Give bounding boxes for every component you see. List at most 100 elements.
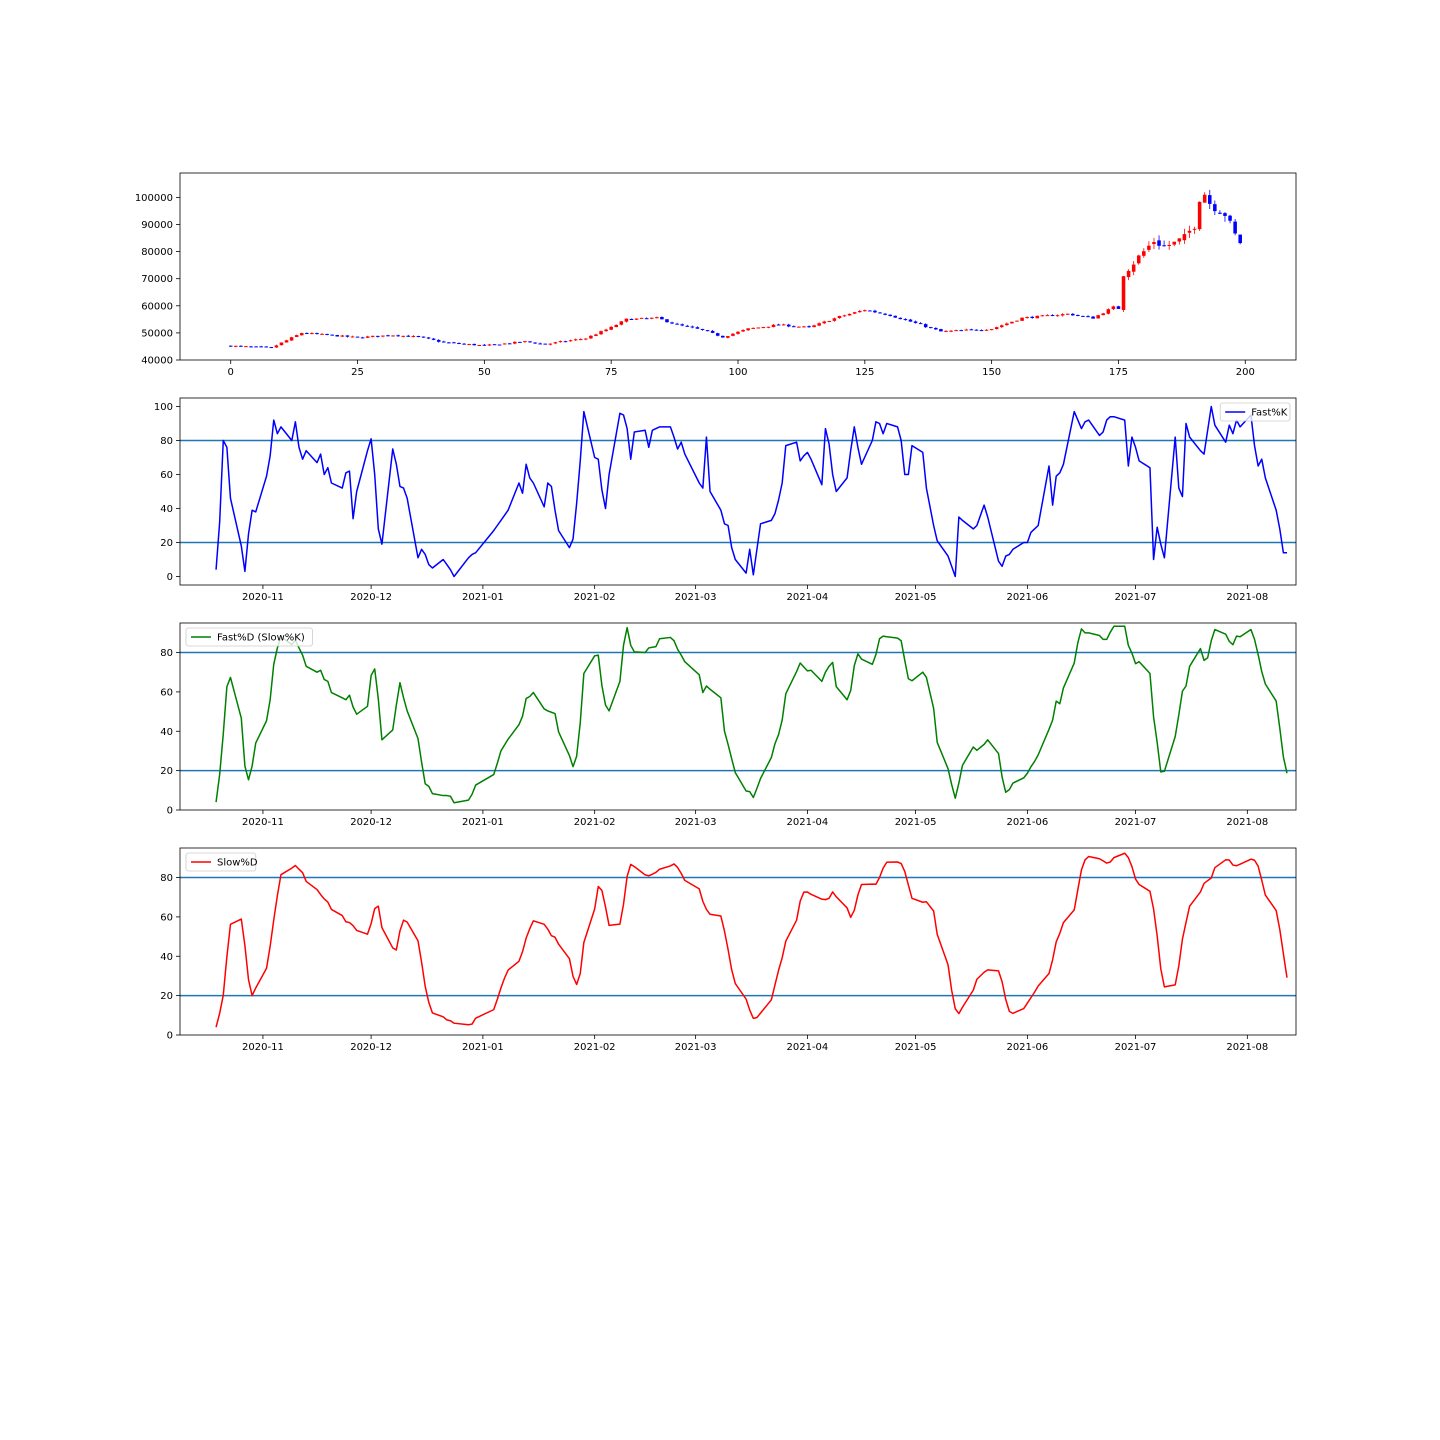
candle-body bbox=[1081, 315, 1085, 317]
candle-body bbox=[365, 336, 370, 338]
series-line-fast-k bbox=[215, 405, 1287, 578]
candle-body bbox=[345, 335, 350, 337]
candle-body bbox=[320, 333, 324, 335]
y-tick-label: 20 bbox=[160, 766, 173, 777]
candle-body bbox=[837, 315, 842, 319]
candle-body bbox=[518, 341, 522, 343]
y-tick-label: 60 bbox=[160, 912, 173, 923]
x-tick-label: 2020-12 bbox=[350, 1042, 392, 1053]
candle-body bbox=[1060, 314, 1065, 316]
x-tick-label: 2020-12 bbox=[350, 817, 392, 828]
candle-body bbox=[969, 329, 974, 331]
candle-body bbox=[715, 333, 720, 336]
candle-body bbox=[452, 342, 456, 344]
candle-body bbox=[538, 343, 542, 345]
candle-body bbox=[604, 329, 608, 332]
candle-body bbox=[370, 335, 375, 337]
x-tick-label: 2021-07 bbox=[1115, 1042, 1157, 1053]
y-tick-label: 100000 bbox=[135, 193, 173, 204]
candle-body bbox=[472, 343, 476, 346]
candle-body bbox=[1187, 230, 1192, 233]
legend-label: Fast%K bbox=[1251, 408, 1288, 419]
candle-body bbox=[330, 334, 334, 336]
candle-body bbox=[1040, 315, 1045, 317]
x-tick-label: 2021-05 bbox=[895, 817, 937, 828]
x-tick-label: 2021-03 bbox=[675, 592, 717, 603]
candle-body bbox=[1071, 313, 1075, 316]
candle-body bbox=[685, 325, 690, 327]
candle-body bbox=[964, 329, 969, 331]
axes-frame bbox=[179, 622, 1297, 811]
axes-frame bbox=[179, 847, 1297, 1036]
candle-body bbox=[939, 329, 943, 332]
candle-body bbox=[1065, 313, 1070, 315]
candle-body bbox=[477, 344, 482, 346]
candle-body bbox=[305, 333, 309, 335]
candle-body bbox=[264, 346, 269, 348]
candle-body bbox=[340, 335, 345, 337]
candle-body bbox=[776, 324, 781, 326]
candle-body bbox=[543, 343, 548, 345]
x-tick-label: 2021-08 bbox=[1226, 817, 1268, 828]
candle-body bbox=[918, 323, 923, 325]
candle-body bbox=[447, 342, 451, 344]
candle-body bbox=[802, 326, 806, 328]
y-tick-label: 100 bbox=[154, 402, 173, 413]
candle-body bbox=[908, 319, 913, 322]
candle-body bbox=[726, 336, 730, 338]
x-tick-label: 150 bbox=[982, 367, 1001, 378]
y-tick-label: 80 bbox=[160, 648, 173, 659]
candle-body bbox=[736, 331, 740, 334]
candle-body bbox=[1167, 244, 1171, 246]
candle-body bbox=[254, 346, 258, 348]
candle-body bbox=[594, 334, 598, 336]
candle-body bbox=[979, 330, 984, 332]
candle-body bbox=[609, 326, 613, 330]
candle-body bbox=[1086, 316, 1090, 318]
y-tick-label: 40 bbox=[160, 504, 173, 515]
candle-body bbox=[913, 321, 918, 323]
candle-body bbox=[1233, 221, 1237, 234]
candle-body bbox=[436, 339, 441, 342]
candle-body bbox=[284, 340, 289, 343]
candle-body bbox=[822, 321, 827, 324]
candle-body bbox=[695, 327, 700, 329]
x-tick-label: 2021-06 bbox=[1006, 817, 1048, 828]
candle-body bbox=[589, 335, 593, 339]
x-tick-label: 2021-02 bbox=[574, 1042, 616, 1053]
candle-body bbox=[391, 335, 395, 337]
y-tick-label: 40 bbox=[160, 727, 173, 738]
candle-body bbox=[1111, 306, 1116, 310]
y-tick-label: 20 bbox=[160, 991, 173, 1002]
candle-body bbox=[533, 342, 537, 344]
candle-body bbox=[426, 337, 431, 339]
legend: Fast%D (Slow%K) bbox=[185, 627, 313, 647]
candle-body bbox=[558, 341, 563, 343]
candle-body bbox=[781, 324, 786, 326]
candle-body bbox=[315, 333, 319, 335]
candle-body bbox=[492, 344, 497, 346]
x-tick-label: 25 bbox=[351, 367, 364, 378]
y-tick-label: 20 bbox=[160, 538, 173, 549]
candle-body bbox=[949, 330, 953, 332]
y-tick-label: 60 bbox=[160, 687, 173, 698]
x-tick-label: 2021-06 bbox=[1006, 592, 1048, 603]
legend-box bbox=[185, 852, 257, 872]
x-tick-label: 2021-04 bbox=[787, 817, 829, 828]
candle-body bbox=[1152, 242, 1156, 245]
candle-body bbox=[1213, 204, 1217, 212]
candle-body bbox=[274, 345, 279, 348]
candle-body bbox=[599, 331, 603, 335]
candle-body bbox=[568, 340, 573, 342]
candle-body bbox=[1055, 315, 1060, 317]
x-tick-label: 2021-08 bbox=[1226, 1042, 1268, 1053]
candle-body bbox=[502, 343, 507, 345]
candle-body bbox=[350, 336, 355, 338]
candle-body bbox=[244, 346, 248, 348]
x-tick-label: 100 bbox=[728, 367, 747, 378]
candle-body bbox=[355, 336, 360, 338]
candle-body bbox=[731, 333, 735, 336]
candle-body bbox=[553, 342, 558, 344]
x-tick-label: 2021-01 bbox=[462, 1042, 504, 1053]
